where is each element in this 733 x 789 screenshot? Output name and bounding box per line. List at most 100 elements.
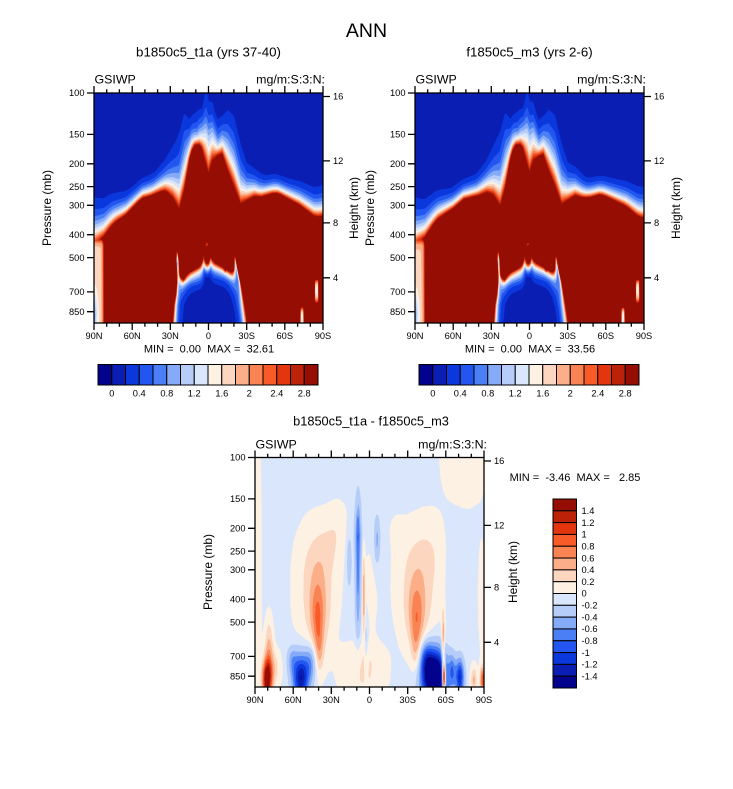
svg-text:60N: 60N (124, 331, 141, 341)
svg-text:b1850c5_t1a - f1850c5_m3: b1850c5_t1a - f1850c5_m3 (293, 414, 449, 429)
svg-text:90N: 90N (406, 331, 423, 341)
svg-text:-0.2: -0.2 (582, 601, 598, 611)
svg-text:400: 400 (230, 594, 246, 604)
svg-text:250: 250 (69, 182, 85, 192)
svg-text:1.2: 1.2 (188, 389, 201, 399)
svg-text:8: 8 (654, 218, 659, 228)
svg-text:0: 0 (430, 389, 435, 399)
svg-text:400: 400 (390, 230, 406, 240)
svg-text:200: 200 (390, 159, 406, 169)
svg-text:850: 850 (230, 671, 246, 681)
svg-text:8: 8 (333, 218, 338, 228)
svg-text:0.2: 0.2 (582, 577, 595, 587)
svg-text:300: 300 (69, 201, 85, 211)
svg-text:850: 850 (69, 307, 85, 317)
svg-text:-0.6: -0.6 (582, 624, 598, 634)
svg-text:90S: 90S (315, 331, 332, 341)
svg-text:2: 2 (247, 389, 252, 399)
svg-text:1.2: 1.2 (582, 518, 595, 528)
svg-text:30N: 30N (323, 695, 340, 705)
svg-text:0: 0 (109, 389, 114, 399)
svg-text:MIN = 0.00 MAX = 32.61: MIN = 0.00 MAX = 32.61 (144, 344, 274, 356)
svg-text:250: 250 (230, 546, 246, 556)
svg-text:mg/m:S:3:N:: mg/m:S:3:N: (577, 73, 646, 87)
svg-text:12: 12 (494, 521, 504, 531)
svg-text:Pressure (mb): Pressure (mb) (363, 170, 377, 246)
svg-text:0.8: 0.8 (481, 389, 494, 399)
svg-text:f1850c5_m3 (yrs 2-6): f1850c5_m3 (yrs 2-6) (466, 45, 592, 60)
svg-text:8: 8 (494, 583, 499, 593)
svg-text:30N: 30N (483, 331, 500, 341)
svg-text:Height (km): Height (km) (347, 177, 361, 239)
svg-text:0.8: 0.8 (160, 389, 173, 399)
svg-text:200: 200 (230, 524, 246, 534)
svg-text:500: 500 (230, 617, 246, 627)
svg-text:GSIWP: GSIWP (416, 73, 457, 87)
svg-text:Height (km): Height (km) (506, 541, 520, 603)
svg-text:500: 500 (390, 253, 406, 263)
svg-text:700: 700 (390, 287, 406, 297)
svg-text:Pressure (mb): Pressure (mb) (201, 534, 215, 610)
svg-text:Pressure (mb): Pressure (mb) (40, 170, 54, 246)
svg-text:0: 0 (527, 331, 532, 341)
svg-text:0: 0 (367, 695, 372, 705)
svg-text:250: 250 (390, 182, 406, 192)
svg-text:90N: 90N (85, 331, 102, 341)
svg-text:4: 4 (654, 273, 659, 283)
svg-text:-0.4: -0.4 (582, 612, 598, 622)
svg-text:0.4: 0.4 (582, 565, 595, 575)
svg-text:0.6: 0.6 (582, 553, 595, 563)
svg-text:30S: 30S (559, 331, 576, 341)
svg-text:90S: 90S (636, 331, 653, 341)
svg-text:0.4: 0.4 (454, 389, 467, 399)
svg-text:60S: 60S (438, 695, 455, 705)
svg-text:mg/m:S:3:N:: mg/m:S:3:N: (256, 73, 325, 87)
svg-text:2.4: 2.4 (591, 389, 604, 399)
svg-text:16: 16 (333, 92, 343, 102)
svg-text:1: 1 (582, 530, 587, 540)
svg-text:300: 300 (390, 201, 406, 211)
svg-text:2.8: 2.8 (298, 389, 311, 399)
svg-text:1.4: 1.4 (582, 506, 595, 516)
svg-text:0.4: 0.4 (133, 389, 146, 399)
svg-text:-1.4: -1.4 (582, 671, 598, 681)
svg-text:0: 0 (206, 331, 211, 341)
svg-text:60N: 60N (285, 695, 302, 705)
svg-text:1.2: 1.2 (509, 389, 522, 399)
svg-text:500: 500 (69, 253, 85, 263)
svg-text:b1850c5_t1a (yrs 37-40): b1850c5_t1a (yrs 37-40) (136, 45, 281, 60)
svg-text:200: 200 (69, 159, 85, 169)
svg-text:MIN = -3.46 MAX = 2.85: MIN = -3.46 MAX = 2.85 (510, 472, 641, 484)
svg-text:12: 12 (654, 156, 664, 166)
svg-text:4: 4 (494, 638, 499, 648)
svg-text:150: 150 (390, 130, 406, 140)
svg-text:60S: 60S (598, 331, 615, 341)
svg-text:MIN = 0.00 MAX = 33.56: MIN = 0.00 MAX = 33.56 (465, 344, 595, 356)
svg-text:400: 400 (69, 230, 85, 240)
svg-text:60N: 60N (445, 331, 462, 341)
svg-text:-1: -1 (582, 648, 590, 658)
svg-text:0: 0 (582, 589, 587, 599)
svg-text:90S: 90S (476, 695, 493, 705)
svg-text:30S: 30S (399, 695, 416, 705)
svg-text:12: 12 (333, 156, 343, 166)
svg-text:60S: 60S (277, 331, 294, 341)
svg-text:30S: 30S (238, 331, 255, 341)
svg-text:150: 150 (69, 130, 85, 140)
svg-text:16: 16 (494, 456, 504, 466)
svg-text:ANN: ANN (346, 20, 387, 42)
svg-text:Height (km): Height (km) (669, 177, 683, 239)
svg-text:1.6: 1.6 (536, 389, 549, 399)
svg-text:150: 150 (230, 494, 246, 504)
svg-text:GSIWP: GSIWP (256, 438, 297, 452)
svg-text:700: 700 (230, 652, 246, 662)
svg-text:-0.8: -0.8 (582, 636, 598, 646)
svg-text:100: 100 (230, 453, 246, 463)
svg-text:-1.2: -1.2 (582, 660, 598, 670)
svg-text:16: 16 (654, 92, 664, 102)
svg-text:2.4: 2.4 (270, 389, 283, 399)
svg-text:GSIWP: GSIWP (95, 73, 136, 87)
svg-text:2.8: 2.8 (619, 389, 632, 399)
svg-text:1.6: 1.6 (215, 389, 228, 399)
svg-text:90N: 90N (246, 695, 263, 705)
